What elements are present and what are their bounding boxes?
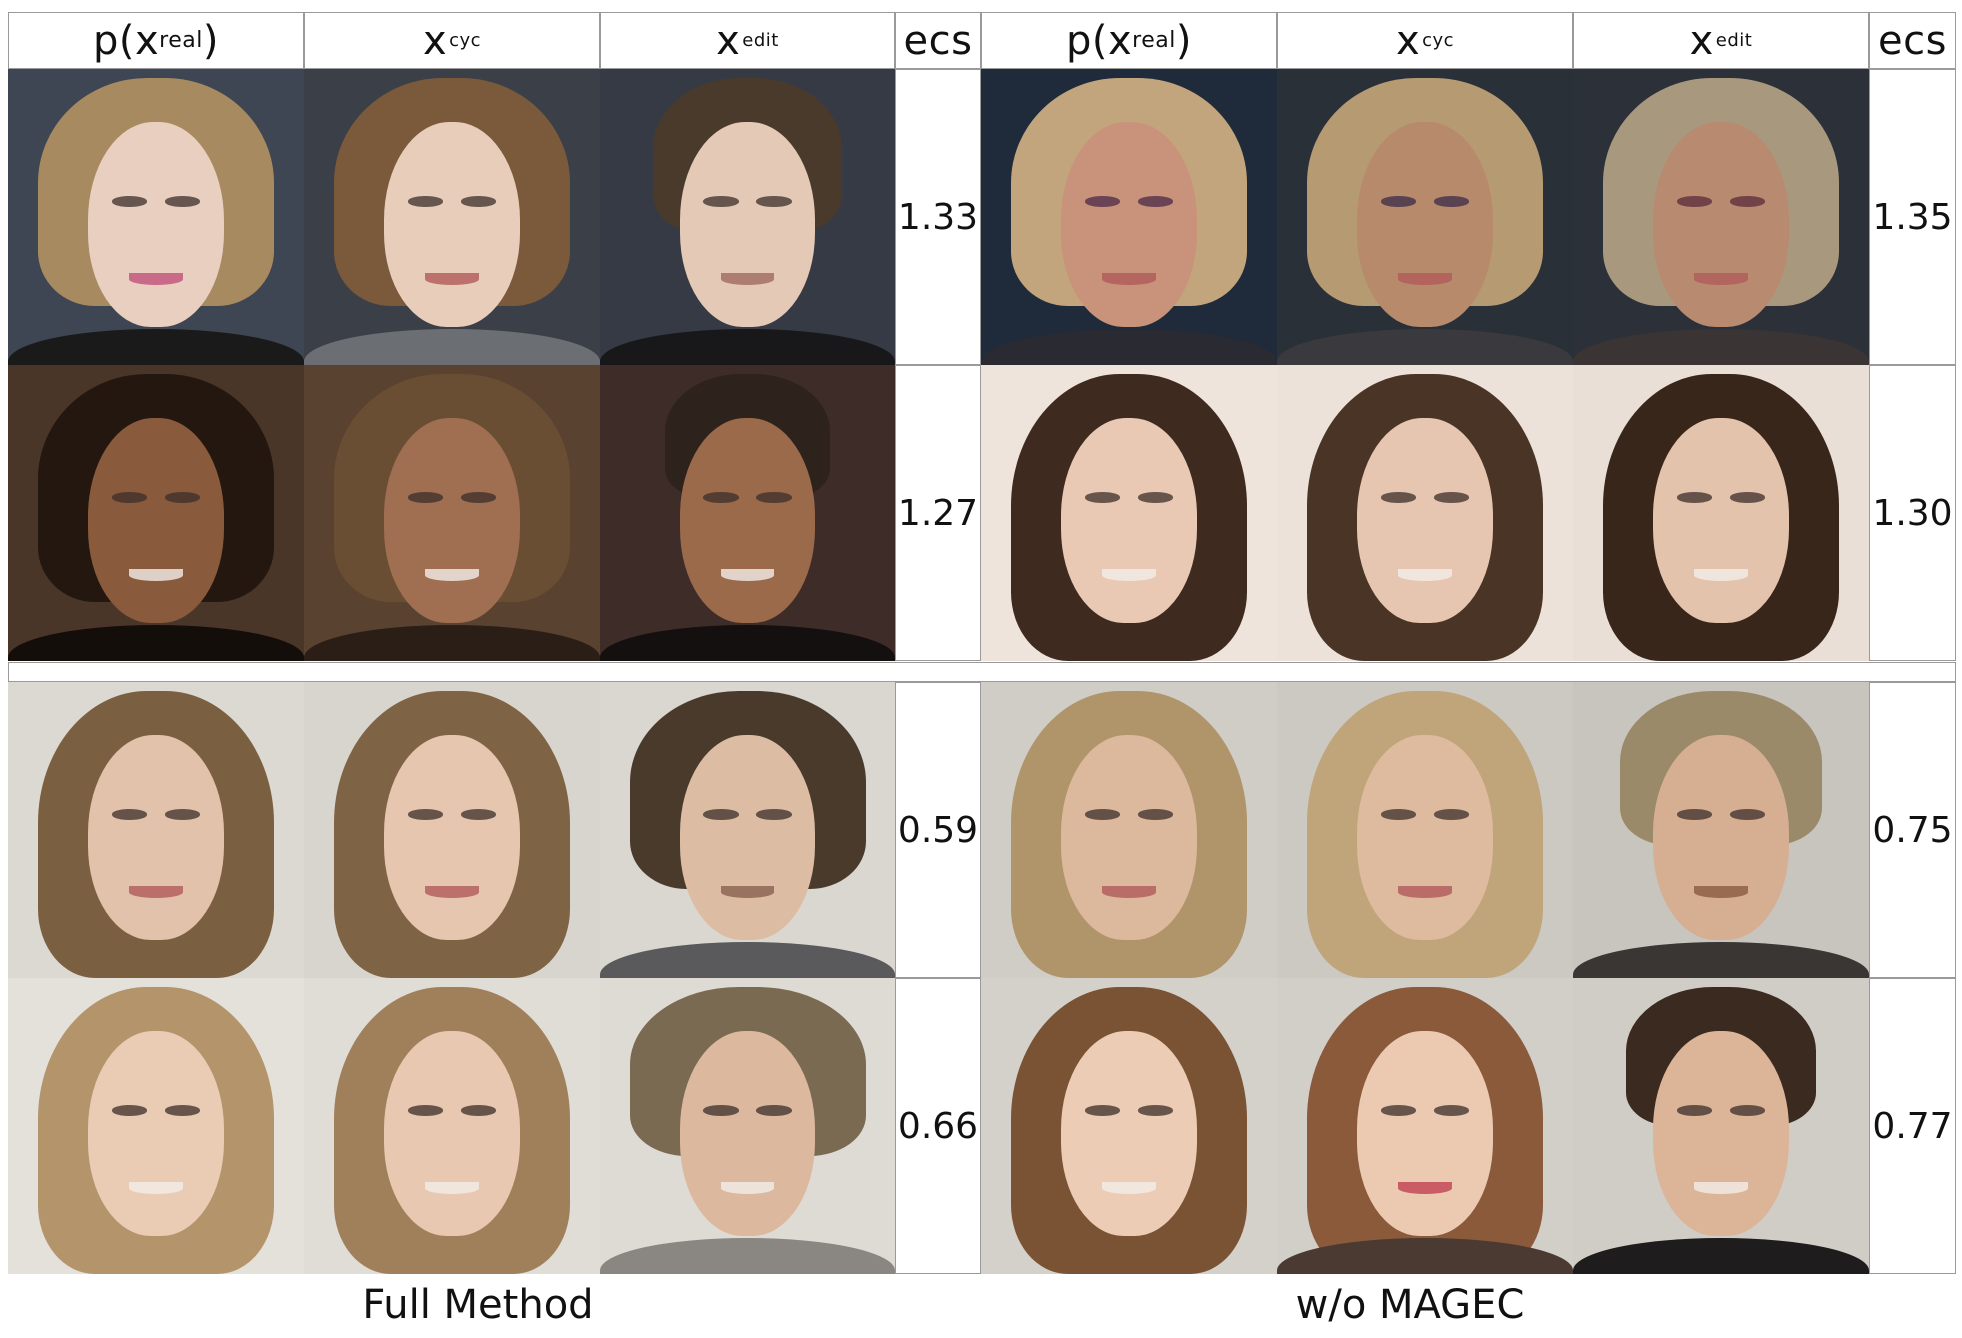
header-right-real-main: p(x [1066,17,1133,64]
face-photo [600,69,895,365]
header-left-cyc: x cyc [304,12,600,69]
header-left-cyc-main: x [422,17,448,64]
header-left-real-sub: real [159,28,203,53]
face-photo [1573,682,1869,978]
face-photo [981,682,1277,978]
header-left-edit-main: x [716,17,741,64]
score-cell: 1.30 [1869,365,1956,661]
header-left-real-tail: ) [202,17,219,64]
header-right-cyc-main: x [1395,17,1421,64]
header-right-edit-sub: edit [1715,30,1753,51]
face-photo [304,978,600,1274]
score-cell: 1.33 [895,69,981,365]
face-photo [8,978,304,1274]
face-photo [981,365,1277,661]
face-photo [8,69,304,365]
score-cell: 1.35 [1869,69,1956,365]
header-left-cyc-sub: cyc [449,30,482,51]
face-photo [600,978,895,1274]
face-photo [600,365,895,661]
header-right-edit-main: x [1689,17,1714,64]
face-photo [981,69,1277,365]
face-photo [1277,365,1573,661]
face-photo [304,682,600,978]
header-left-real-main: p(x [93,17,160,64]
header-right-cyc: x cyc [1277,12,1573,69]
face-photo [1573,69,1869,365]
face-photo [600,682,895,978]
caption-wo-magec: w/o MAGEC [1295,1282,1525,1328]
header-right-real-tail: ) [1175,17,1192,64]
header-left-real: p(x real) [8,12,304,69]
header-right-score: ecs [1869,12,1956,69]
header-right-edit: x edit [1573,12,1869,69]
face-photo [1277,978,1573,1274]
face-photo [8,682,304,978]
header-right-cyc-sub: cyc [1422,30,1455,51]
face-photo [1573,978,1869,1274]
header-left-score: ecs [895,12,981,69]
face-photo [304,69,600,365]
face-photo [304,365,600,661]
score-cell: 1.27 [895,365,981,661]
section-separator [8,662,1956,682]
face-photo [1277,69,1573,365]
face-photo [1277,682,1573,978]
score-cell: 0.59 [895,682,981,978]
header-left-edit: x edit [600,12,895,69]
header-right-real: p(x real) [981,12,1277,69]
caption-full-method: Full Method [362,1282,594,1328]
score-cell: 0.77 [1869,978,1956,1274]
header-right-real-sub: real [1132,28,1176,53]
score-cell: 0.75 [1869,682,1956,978]
face-photo [8,365,304,661]
header-left-edit-sub: edit [742,30,779,51]
face-photo [1573,365,1869,661]
face-photo [981,978,1277,1274]
score-cell: 0.66 [895,978,981,1274]
